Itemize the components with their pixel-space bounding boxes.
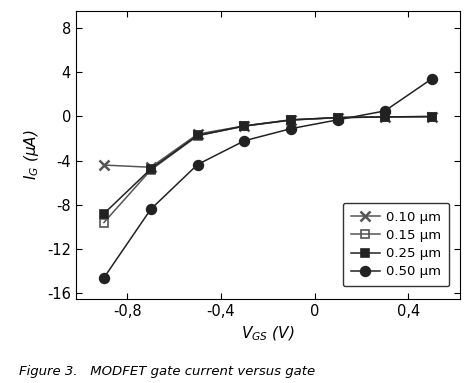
0.15 μm	[148, 168, 154, 172]
0.50 μm	[242, 138, 247, 143]
0.10 μm	[101, 163, 107, 167]
Text: Figure 3.   MODFET gate current versus gate: Figure 3. MODFET gate current versus gat…	[19, 365, 315, 378]
0.25 μm	[148, 167, 154, 171]
0.15 μm	[382, 115, 388, 119]
0.50 μm	[195, 162, 201, 167]
0.10 μm	[242, 124, 247, 128]
0.15 μm	[195, 134, 201, 138]
0.25 μm	[242, 124, 247, 128]
Y-axis label: $I_G$ ($\mu$A): $I_G$ ($\mu$A)	[22, 130, 41, 180]
0.25 μm	[429, 114, 435, 119]
0.15 μm	[242, 124, 247, 128]
Legend: 0.10 μm, 0.15 μm, 0.25 μm, 0.50 μm: 0.10 μm, 0.15 μm, 0.25 μm, 0.50 μm	[343, 203, 449, 286]
Line: 0.15 μm: 0.15 μm	[100, 112, 436, 227]
0.25 μm	[335, 115, 341, 120]
0.10 μm	[335, 115, 341, 120]
Line: 0.10 μm: 0.10 μm	[99, 112, 437, 172]
Line: 0.25 μm: 0.25 μm	[100, 112, 436, 218]
0.15 μm	[335, 115, 341, 120]
0.50 μm	[101, 275, 107, 280]
0.10 μm	[288, 118, 294, 122]
0.50 μm	[429, 77, 435, 81]
0.25 μm	[288, 118, 294, 122]
0.15 μm	[101, 220, 107, 225]
0.25 μm	[382, 115, 388, 119]
0.50 μm	[382, 109, 388, 113]
0.10 μm	[429, 114, 435, 119]
0.50 μm	[335, 118, 341, 122]
0.25 μm	[101, 211, 107, 216]
0.10 μm	[148, 165, 154, 170]
Line: 0.50 μm: 0.50 μm	[99, 74, 437, 283]
0.50 μm	[148, 207, 154, 211]
0.15 μm	[429, 114, 435, 119]
0.50 μm	[288, 126, 294, 131]
0.15 μm	[288, 118, 294, 123]
0.10 μm	[195, 132, 201, 136]
0.25 μm	[195, 133, 201, 138]
0.10 μm	[382, 115, 388, 119]
X-axis label: $V_{GS}$ (V): $V_{GS}$ (V)	[241, 324, 294, 342]
